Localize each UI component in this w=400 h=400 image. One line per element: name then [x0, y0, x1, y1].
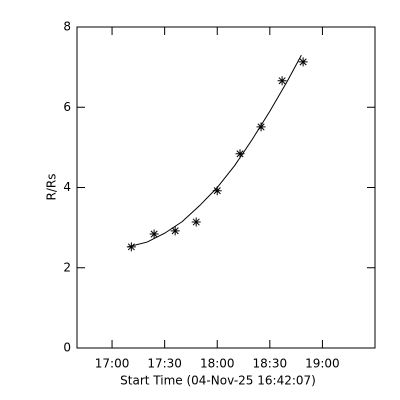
data-point — [149, 229, 159, 239]
y-tick-label: 0 — [63, 341, 71, 355]
data-point — [235, 149, 245, 159]
data-point — [298, 57, 308, 67]
x-tick-label: 19:00 — [305, 357, 340, 371]
y-tick-label: 2 — [63, 260, 71, 274]
data-point — [256, 122, 266, 132]
data-point — [170, 226, 180, 236]
x-tick-label: 17:30 — [147, 357, 182, 371]
y-tick-label: 4 — [63, 180, 71, 194]
y-tick-label: 6 — [63, 100, 71, 114]
data-point — [191, 217, 201, 227]
data-point — [212, 186, 222, 196]
x-tick-label: 18:30 — [253, 357, 288, 371]
y-tick-label: 8 — [63, 20, 71, 34]
plot-frame — [76, 26, 376, 349]
data-point — [126, 242, 136, 252]
x-axis-label: Start Time (04-Nov-25 16:42:07) — [120, 374, 316, 388]
y-axis-label: R/Rs — [45, 174, 59, 201]
data-point — [277, 76, 287, 86]
x-tick-label: 18:00 — [200, 357, 235, 371]
x-tick-label: 17:00 — [95, 357, 130, 371]
fit-curve — [127, 54, 302, 248]
